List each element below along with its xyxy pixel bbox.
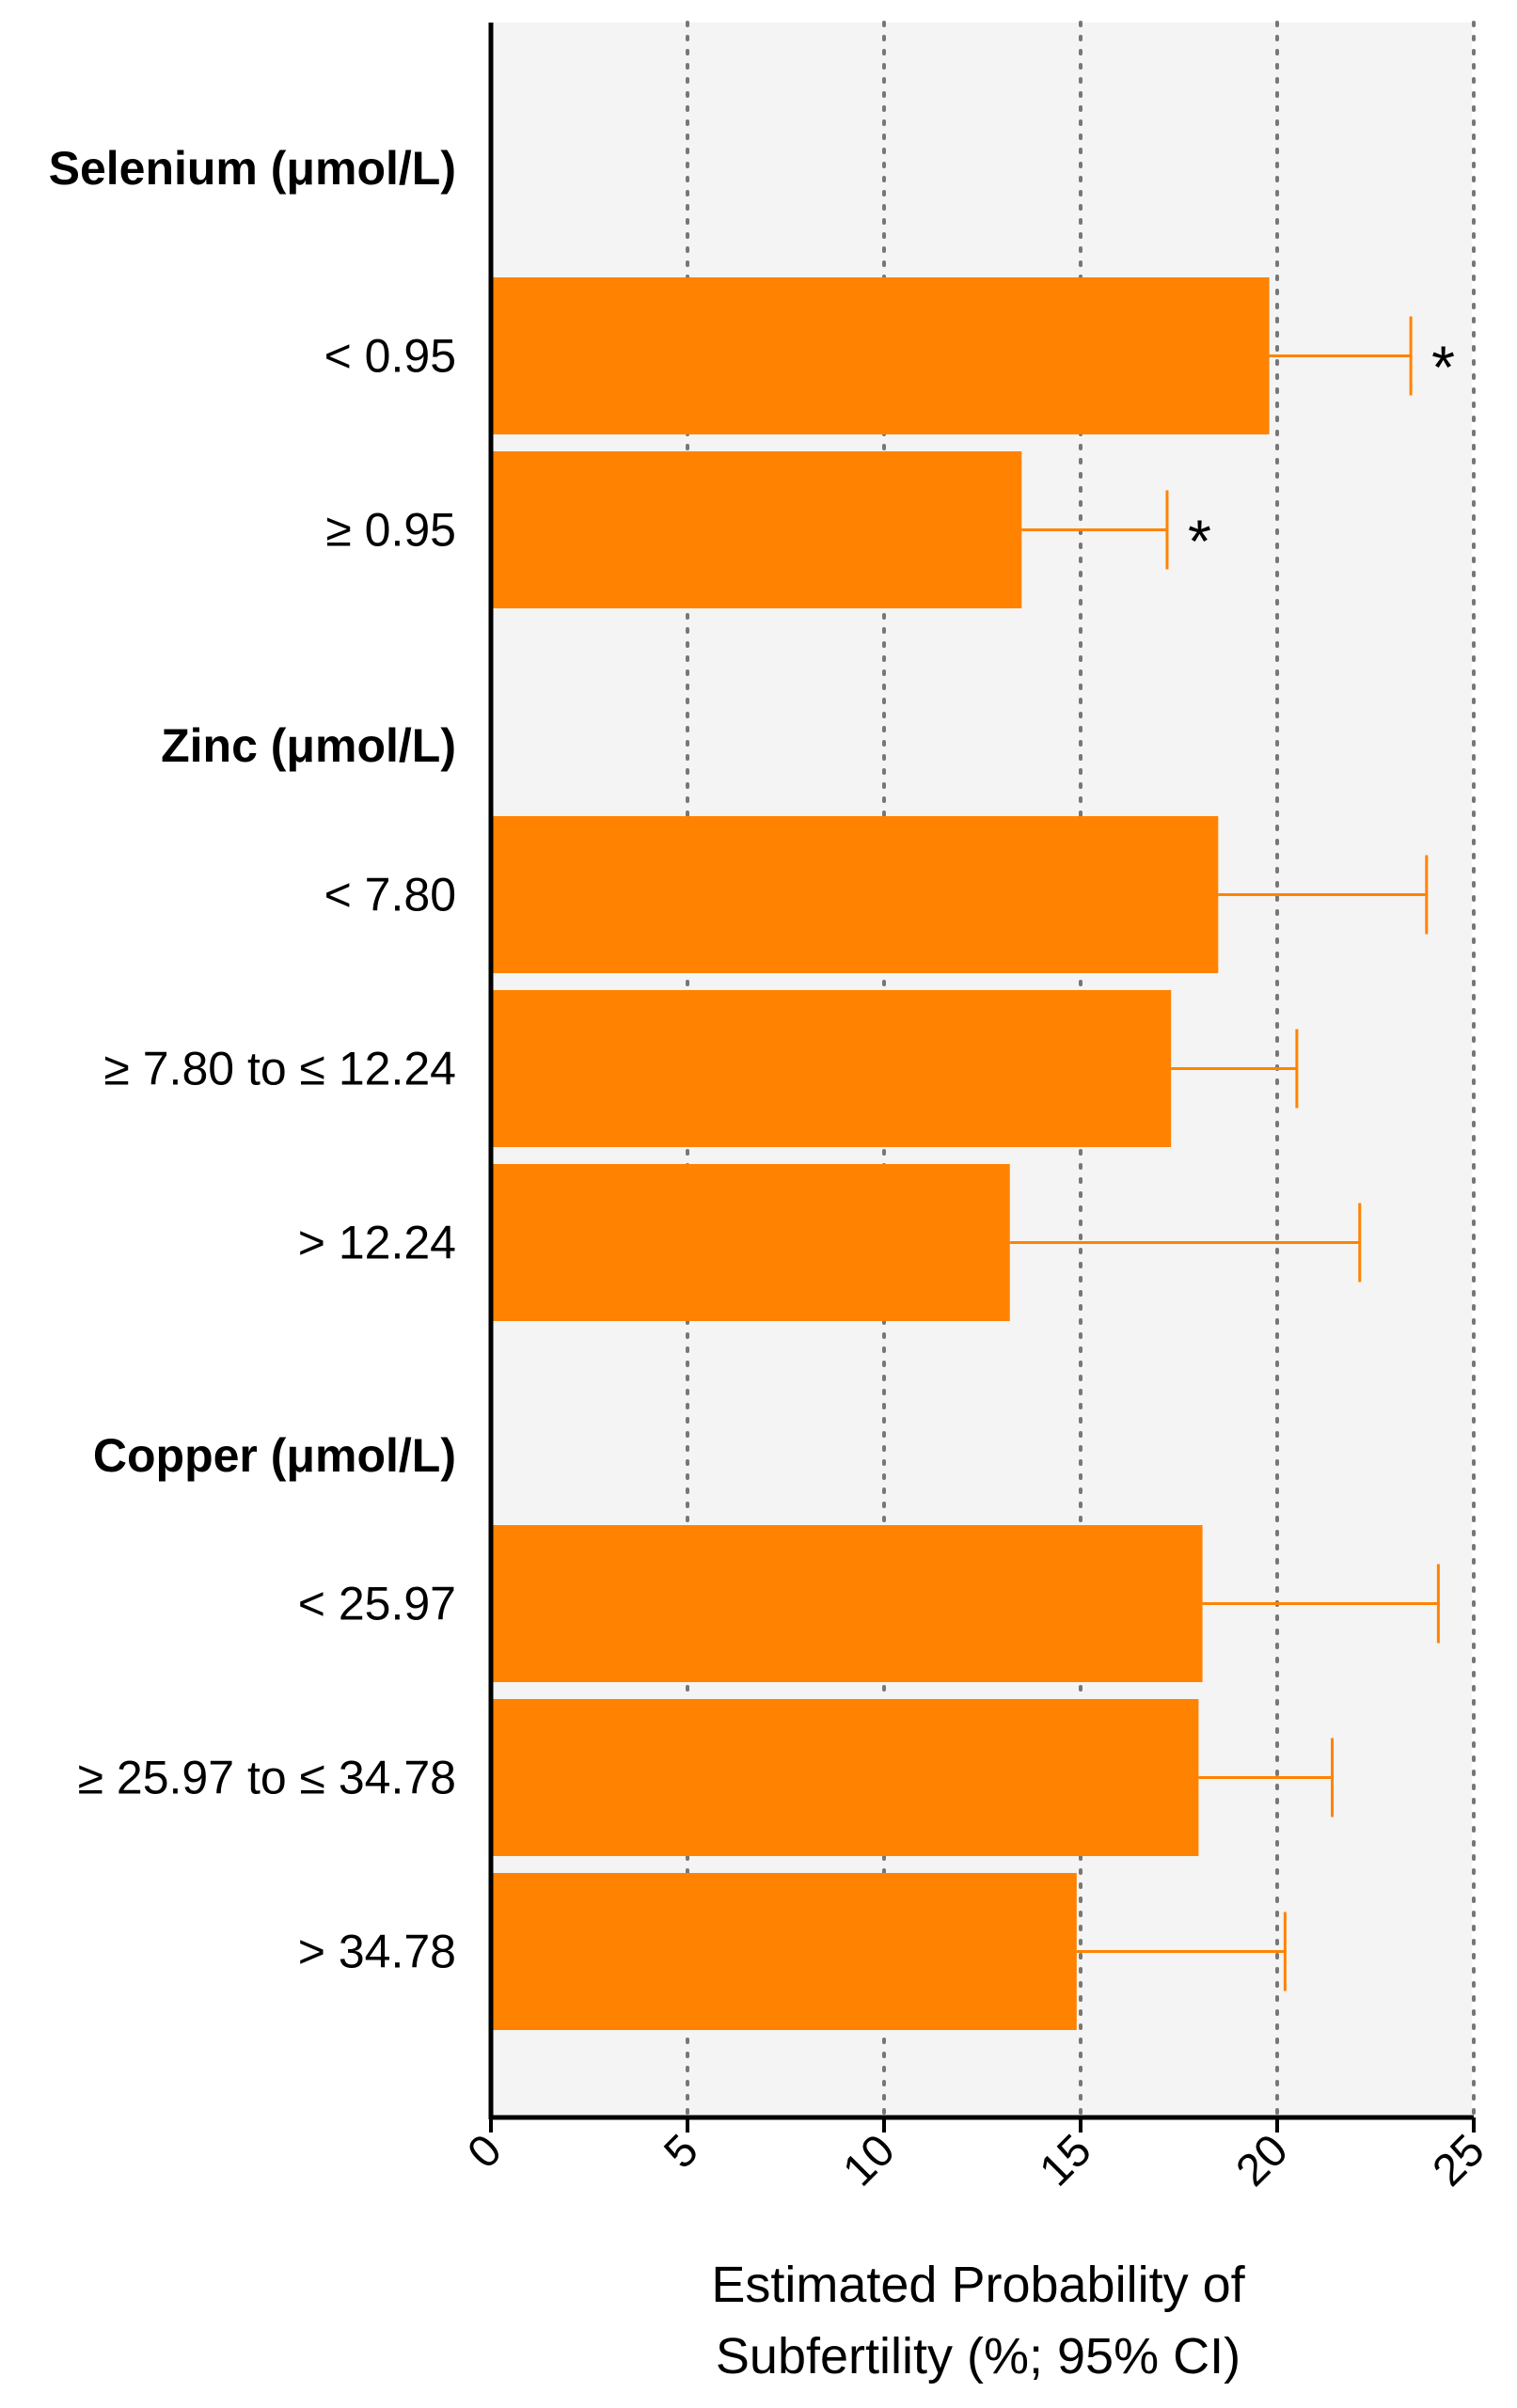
significance-markers: ** [1188, 334, 1455, 575]
bar [491, 1873, 1077, 2030]
category-labels: Selenium (μmol/L) < 0.95 ≥ 0.95 Zinc (μmol/… [49, 142, 456, 1978]
group-label-1: Zinc (μmol/L) [161, 719, 456, 772]
x-axis-label-line1: Estimated Probability of [711, 2257, 1245, 2313]
bar [491, 1164, 1010, 1321]
category-label: ≥ 7.80 to ≤ 12.24 [103, 1043, 456, 1095]
group-label-2: Copper (μmol/L) [93, 1429, 456, 1482]
axes [488, 23, 1474, 2120]
category-label: ≥ 25.97 to ≤ 34.78 [78, 1752, 456, 1804]
bar [491, 990, 1172, 1147]
x-tick-label-25: 25 [1424, 2125, 1494, 2196]
x-tick-label-5: 5 [655, 2125, 707, 2178]
category-label: < 25.97 [298, 1578, 456, 1630]
group-label-0: Selenium (μmol/L) [49, 142, 456, 195]
x-tick-label-10: 10 [834, 2125, 905, 2196]
category-label: < 0.95 [324, 330, 456, 383]
category-label: > 34.78 [298, 1926, 456, 1978]
x-tick-label-15: 15 [1031, 2125, 1101, 2196]
x-axis-label-line2: Subfertility (%; 95% CI) [716, 2328, 1240, 2384]
error-bars [1009, 316, 1440, 1991]
bar [491, 1699, 1199, 1856]
category-label: > 12.24 [298, 1217, 456, 1269]
significance-marker: * [1188, 508, 1211, 575]
category-label: < 7.80 [324, 869, 456, 921]
bar [491, 451, 1022, 608]
bars [491, 277, 1270, 2030]
x-tick-label-0: 0 [458, 2125, 511, 2178]
bar [491, 1525, 1203, 1682]
x-tick-label-20: 20 [1227, 2125, 1298, 2196]
bar [491, 277, 1270, 434]
bar [491, 816, 1219, 973]
x-axis-ticks: 0 5 10 15 20 25 [458, 2117, 1494, 2196]
significance-marker: * [1431, 334, 1455, 401]
category-label: ≥ 0.95 [325, 504, 456, 557]
